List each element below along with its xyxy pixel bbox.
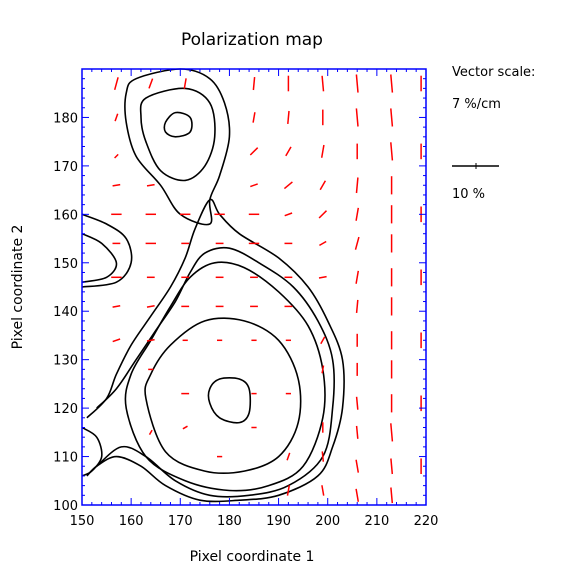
polarization-vector [355,74,359,93]
x-tick-label: 170 [168,514,193,529]
y-tick-label: 140 [53,305,78,320]
y-tick-label: 160 [53,208,78,223]
polarization-vector [112,338,121,343]
polarization-vector [287,110,290,124]
vector-scale-legend: Vector scale: 7 %/cm 10 % [452,65,535,202]
polarization-vector [183,78,187,89]
polarization-vector [283,181,293,190]
x-tick-label: 180 [217,514,242,529]
y-tick-label: 130 [53,354,78,369]
polarization-vector [114,113,119,122]
polarization-vector [390,458,394,475]
x-tick-label: 160 [119,514,144,529]
vector-scale-title: Vector scale: [452,65,535,80]
polarization-vector [146,304,155,308]
y-tick-label: 100 [53,499,78,514]
x-tick-label: 200 [315,514,340,529]
polarization-vector [249,147,259,156]
axis-ticks [81,68,427,506]
polarization-vector-layer [111,74,422,504]
polarization-vector [355,270,360,284]
x-tick-label: 150 [70,514,95,529]
polarization-vector [355,396,359,410]
polarization-vector [321,75,325,92]
polarization-vector [318,275,327,279]
contour-main-third [124,261,326,492]
polarization-vector [355,207,360,221]
polarization-vector [390,74,394,93]
vector-scale-value: 7 %/cm [452,97,501,112]
y-tick-label: 110 [53,451,78,466]
contour-main-fourth [144,317,302,474]
vector-scale-reference-label: 10 % [452,187,485,202]
polarization-vector [286,452,291,461]
polarization-vector [390,142,394,161]
polarization-vector [355,299,359,313]
y-axis-label: Pixel coordinate 2 [10,225,26,350]
x-tick-label: 190 [266,514,291,529]
x-tick-labels: 150 160 170 180 190 200 210 220 [70,514,439,529]
polarization-vector [320,144,325,158]
y-tick-label: 120 [53,402,78,417]
contour-west-knot-inner [81,232,118,283]
plot-frame [81,68,427,506]
y-tick-label: 170 [53,160,78,175]
polarization-vector [112,183,121,187]
polarization-vector [146,183,155,187]
contour-west-knot-outer [81,213,133,288]
polarization-vector [320,336,326,345]
polarization-vector [285,146,292,157]
x-tick-label: 210 [364,514,389,529]
polarization-vector [112,304,121,308]
polarization-vector [355,459,360,473]
polarization-vector [148,429,153,435]
polarization-vector [284,212,293,217]
contour-north-blob-outer [124,68,231,226]
polarization-vector [355,108,359,127]
contour-sw-fragment [81,426,103,477]
polarization-vector [321,485,325,496]
polarization-vector [355,177,359,194]
polarization-vector [113,77,119,90]
polarization-vector [319,180,327,191]
contour-north-blob-inner [139,87,216,182]
x-axis-label: Pixel coordinate 1 [190,549,315,565]
contour-main-outer [86,198,345,503]
polarization-vector [182,425,188,430]
y-tick-label: 150 [53,257,78,272]
polarization-vector [390,108,394,127]
polarization-vector [318,210,328,219]
polarization-vector [252,112,256,123]
contour-layer [81,68,345,503]
polarization-vector [114,153,119,159]
y-tick-label: 180 [53,111,78,126]
polarization-vector [286,485,291,496]
polarization-vector [355,488,360,502]
polarization-vector [390,423,394,442]
polarization-vector [390,487,394,504]
polarization-vector [319,240,327,247]
x-tick-label: 220 [414,514,439,529]
polarization-vector [355,425,359,439]
contour-north-peak [163,111,193,138]
polarization-vector [250,183,258,188]
contour-main-peak [207,377,252,424]
polarization-vector [321,365,325,374]
y-tick-labels: 100 110 120 130 140 150 160 170 180 [53,111,78,514]
polarization-vector [146,338,155,342]
polarization-vector [354,236,360,250]
polarization-vector [148,78,154,89]
polarization-vector [252,77,256,91]
polarization-vector [321,451,325,462]
chart-title: Polarization map [181,30,323,50]
